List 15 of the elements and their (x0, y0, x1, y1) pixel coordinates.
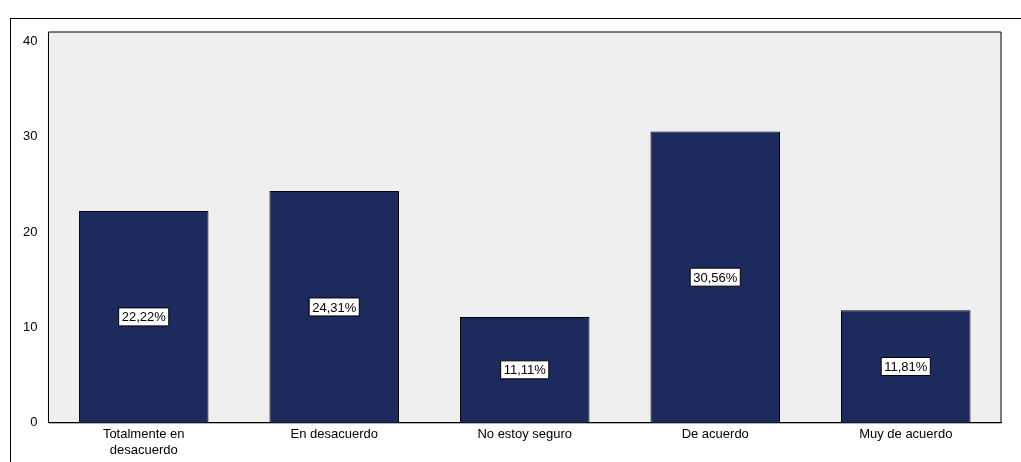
y-tick-label: 30 (22, 128, 38, 144)
x-tick-label: En desacuerdo (290, 426, 378, 442)
y-tick-label: 10 (22, 319, 38, 335)
y-tick-label: 20 (22, 223, 38, 239)
data-label: 22,22% (121, 309, 167, 325)
x-tick-label: No estoy seguro (477, 426, 573, 442)
data-label: 11,81% (884, 359, 928, 375)
x-tick-label: De acuerdo (681, 426, 749, 442)
y-tick-label: 0 (30, 414, 38, 430)
data-label: 11,11% (503, 362, 547, 378)
x-tick-label: Muy de acuerdo (859, 426, 953, 442)
y-tick-label: 40 (22, 33, 38, 49)
data-label: 30,56% (693, 269, 738, 285)
data-label: 24,31% (312, 299, 357, 315)
x-tick-label: Totalmente en desacuerdo (102, 426, 185, 457)
